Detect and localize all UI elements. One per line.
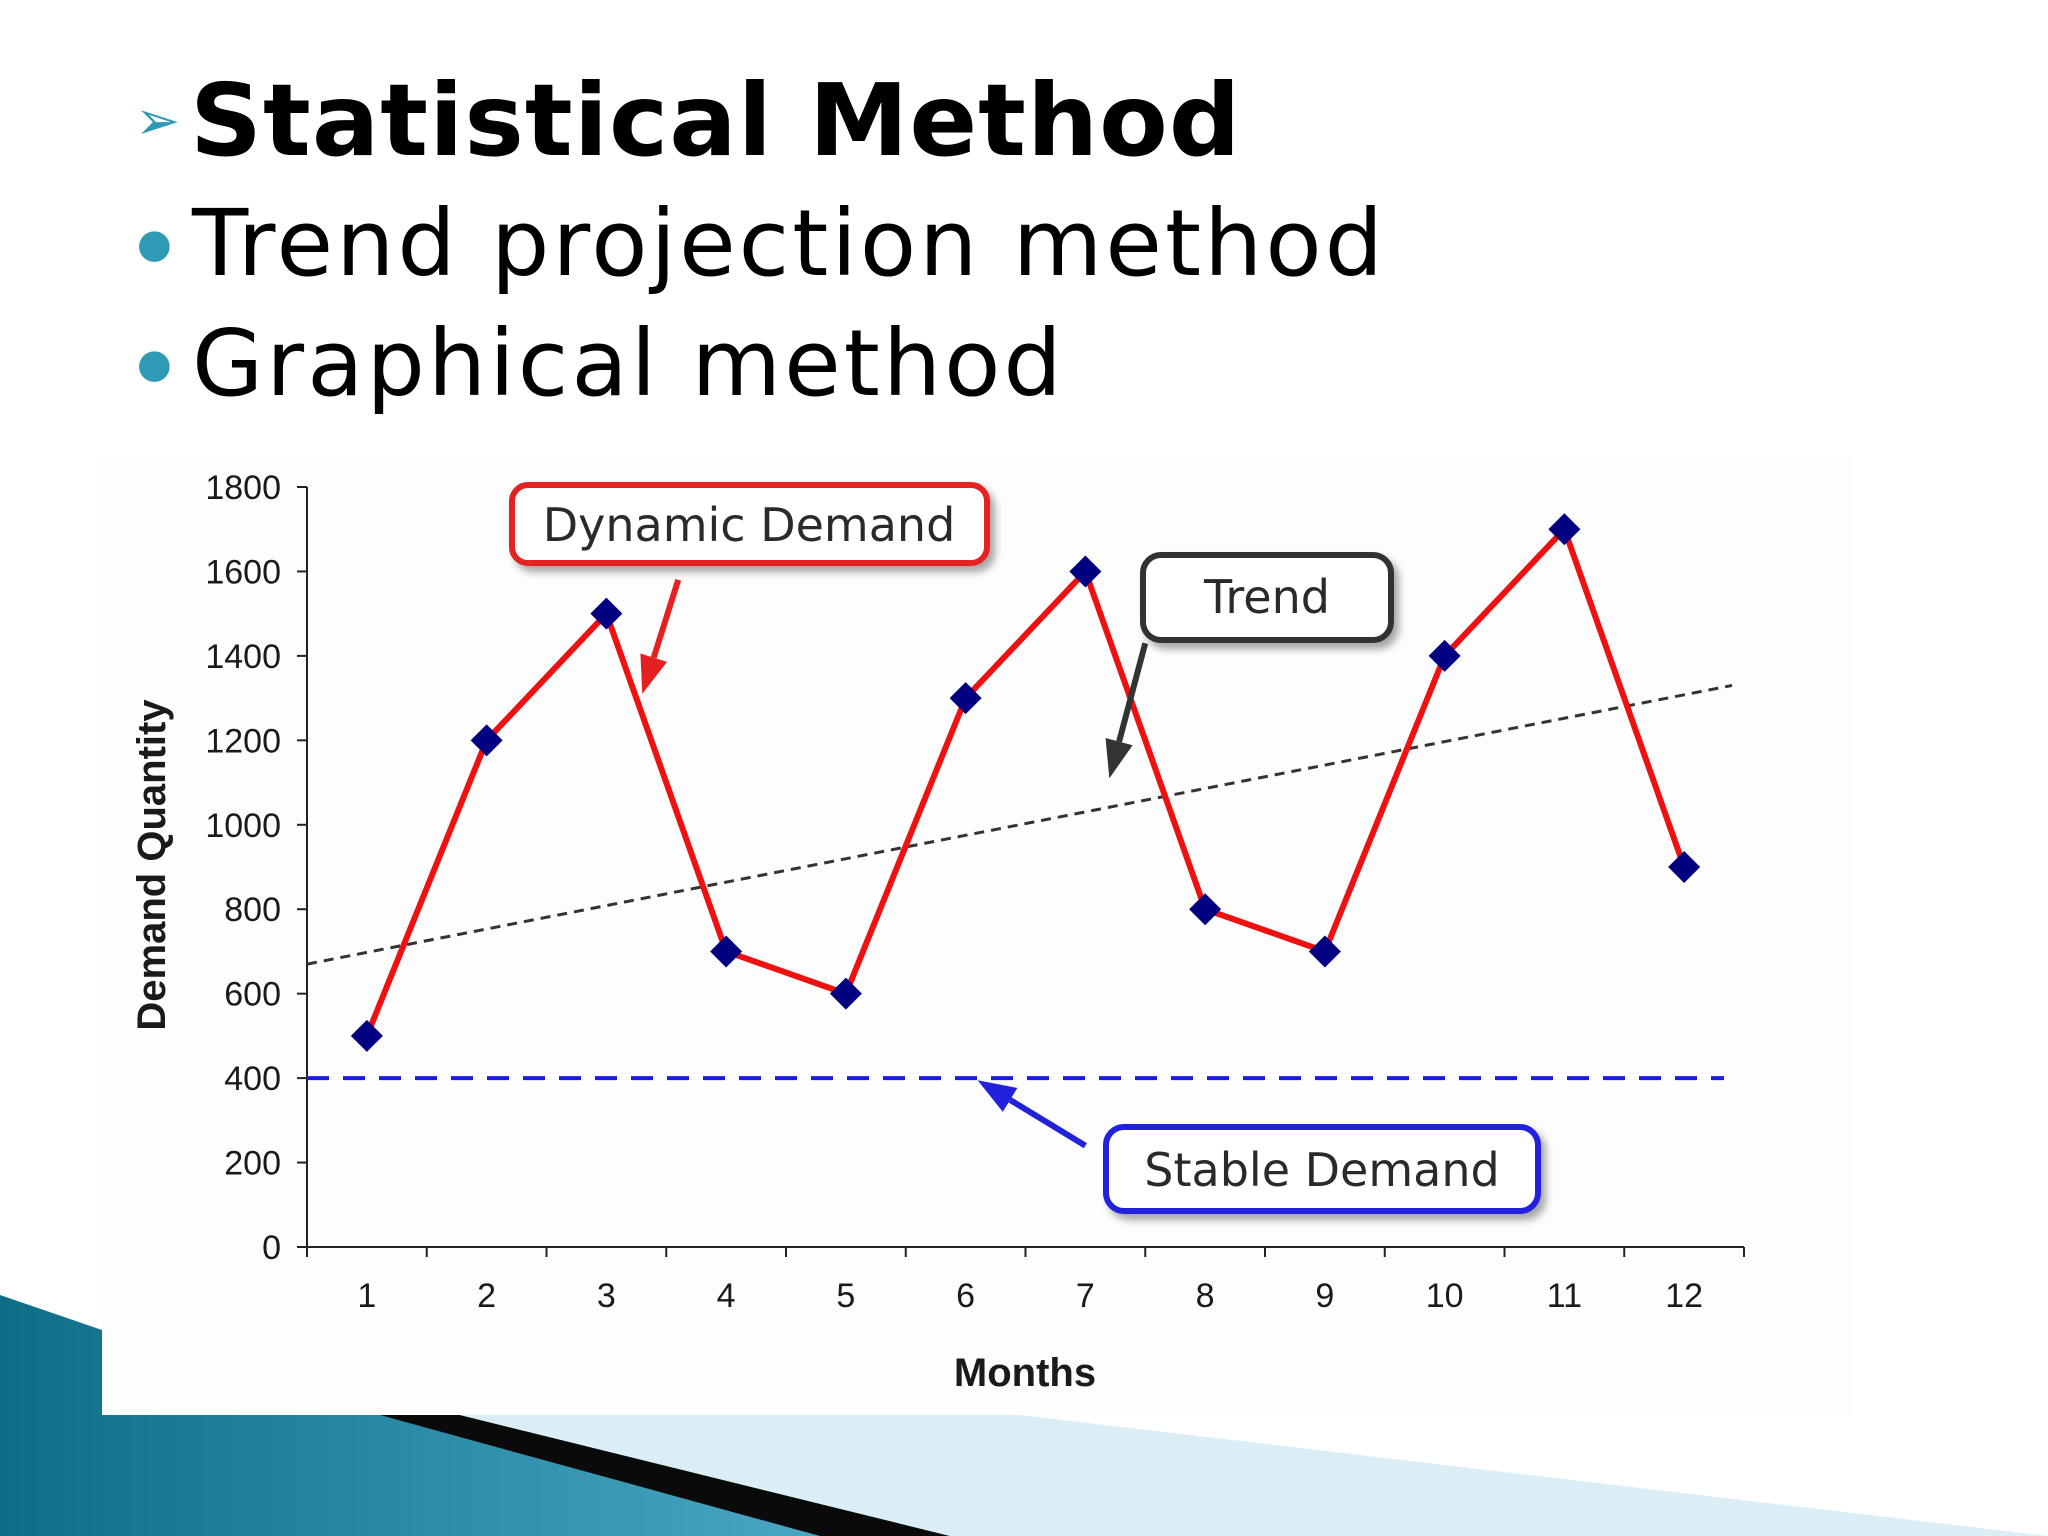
callout-arrow-shaft bbox=[1008, 1097, 1087, 1149]
y-tick-label: 800 bbox=[224, 891, 281, 929]
y-tick-label: 400 bbox=[224, 1060, 281, 1098]
x-tick-label: 2 bbox=[477, 1277, 496, 1315]
x-tick-label: 10 bbox=[1426, 1277, 1464, 1315]
data-point-marker bbox=[1308, 935, 1341, 968]
heading-row: ➢ Statistical Method bbox=[135, 62, 1241, 179]
data-point-marker bbox=[1428, 639, 1461, 672]
y-tick-label: 1400 bbox=[205, 638, 281, 676]
callout-trend: Trend bbox=[1140, 552, 1394, 643]
data-point-marker bbox=[1668, 851, 1701, 883]
x-axis-title: Months bbox=[954, 1351, 1096, 1395]
x-tick-label: 9 bbox=[1315, 1277, 1334, 1315]
callout-arrow-shaft bbox=[650, 578, 682, 659]
x-tick-label: 5 bbox=[836, 1277, 855, 1315]
data-point-marker bbox=[350, 1019, 383, 1052]
x-tick-label: 4 bbox=[717, 1277, 736, 1315]
callout-dynamic-demand: Dynamic Demand bbox=[509, 482, 990, 566]
bullet-item-text: Graphical method bbox=[192, 310, 1065, 417]
y-tick-label: 600 bbox=[224, 976, 281, 1014]
callout-box bbox=[1103, 1124, 1541, 1214]
callout-arrow-shaft bbox=[1116, 642, 1149, 743]
y-tick-label: 0 bbox=[262, 1229, 281, 1267]
demand-series-line bbox=[364, 523, 1687, 1038]
bullet-item: ● Graphical method bbox=[135, 310, 1065, 417]
data-point-marker bbox=[470, 724, 503, 757]
callout-arrow-head bbox=[1105, 738, 1133, 779]
x-tick-label: 12 bbox=[1665, 1277, 1703, 1315]
x-tick-label: 8 bbox=[1196, 1277, 1215, 1315]
data-point-marker bbox=[949, 682, 982, 715]
x-tick-label: 11 bbox=[1547, 1277, 1582, 1315]
data-point-marker bbox=[590, 597, 623, 630]
callout-box bbox=[509, 482, 990, 566]
callout-stable-demand: Stable Demand bbox=[1103, 1124, 1541, 1214]
callout-arrow-head bbox=[640, 653, 668, 694]
y-tick-label: 200 bbox=[224, 1145, 281, 1183]
x-tick-label: 1 bbox=[357, 1277, 376, 1315]
callout-box bbox=[1140, 552, 1394, 643]
callout-text: Dynamic Demand bbox=[543, 498, 956, 552]
data-point-marker bbox=[1548, 513, 1581, 546]
x-tick-label: 3 bbox=[597, 1277, 616, 1315]
y-tick-label: 1600 bbox=[205, 553, 281, 591]
y-tick-label: 1200 bbox=[205, 722, 281, 760]
trend-line bbox=[306, 683, 1733, 966]
data-point-marker bbox=[1069, 555, 1102, 588]
x-tick-label: 7 bbox=[1076, 1277, 1095, 1315]
y-axis-title: Demand Quantity bbox=[130, 699, 174, 1031]
slide-heading: Statistical Method bbox=[190, 62, 1242, 179]
chart-area bbox=[102, 455, 1852, 1415]
dot-bullet-icon: ● bbox=[137, 220, 172, 267]
data-point-marker bbox=[1189, 893, 1222, 926]
dot-bullet-icon: ● bbox=[137, 340, 172, 387]
data-point-marker bbox=[829, 977, 862, 1010]
callout-arrow-head bbox=[977, 1080, 1018, 1112]
arrow-bullet-icon: ➢ bbox=[135, 89, 181, 152]
bullet-item: ● Trend projection method bbox=[135, 190, 1386, 297]
callout-text: Trend bbox=[1203, 570, 1330, 624]
y-tick-label: 1800 bbox=[205, 469, 281, 507]
callout-text: Stable Demand bbox=[1144, 1143, 1499, 1197]
x-tick-label: 6 bbox=[956, 1277, 975, 1315]
data-point-marker bbox=[710, 935, 743, 968]
bullet-item-text: Trend projection method bbox=[192, 190, 1387, 297]
y-tick-label: 1000 bbox=[205, 807, 281, 845]
